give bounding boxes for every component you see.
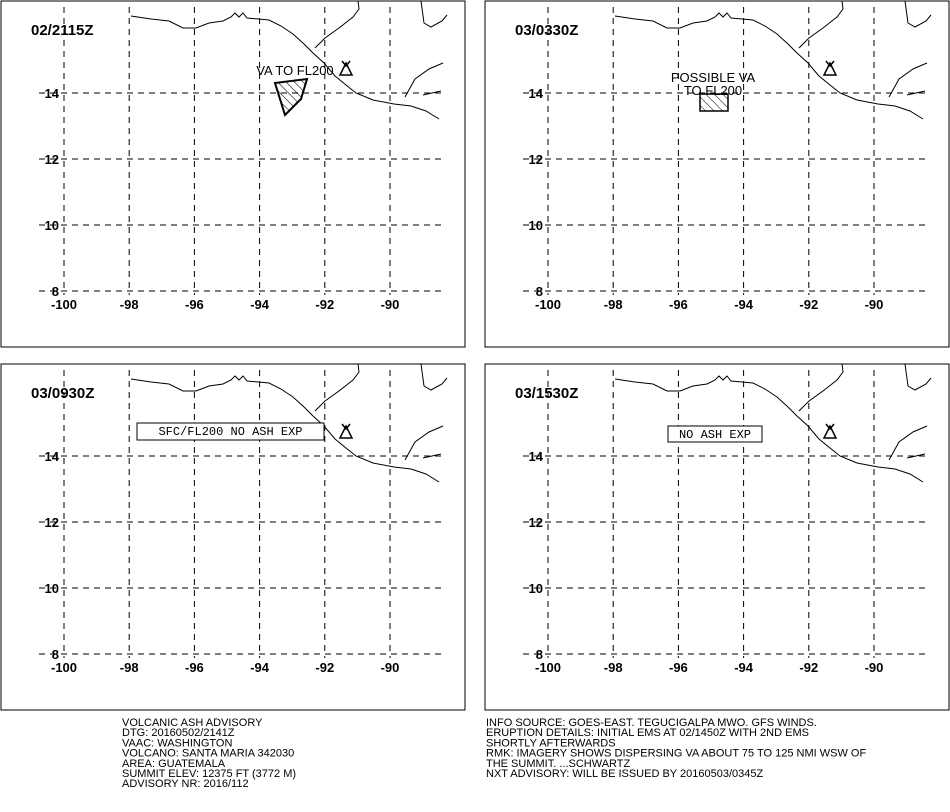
x-tick-label: -94 xyxy=(734,660,754,675)
valid-time: 03/1530Z xyxy=(515,385,578,402)
x-tick-label: -90 xyxy=(381,660,400,675)
x-tick-label: -98 xyxy=(604,297,623,312)
ash-area xyxy=(273,77,309,117)
coastline xyxy=(906,453,926,459)
coastline xyxy=(422,453,442,459)
x-tick-label: -90 xyxy=(381,297,400,312)
valid-time: 02/2115Z xyxy=(31,22,94,39)
x-tick-label: -100 xyxy=(51,660,77,675)
coastline xyxy=(798,363,844,412)
ash-area xyxy=(699,93,729,112)
ash-label: NO ASH EXP xyxy=(679,428,751,442)
footer-line: INFO SOURCE: GOES-EAST. TEGUCIGALPA MWO.… xyxy=(486,717,817,729)
footer-line: VOLCANO: SANTA MARIA 342030 xyxy=(122,748,294,760)
coastline xyxy=(614,375,924,483)
y-tick-label: 12 xyxy=(45,152,59,167)
y-tick-label: 10 xyxy=(45,218,59,233)
x-tick-label: -94 xyxy=(734,297,754,312)
y-tick-label: 10 xyxy=(529,581,543,596)
ash-label: POSSIBLE VA xyxy=(671,70,756,85)
y-tick-label: 8 xyxy=(536,284,543,299)
label-box xyxy=(667,425,763,443)
footer-line: DTG: 20160502/2141Z xyxy=(122,727,235,739)
coastline xyxy=(614,12,924,120)
x-tick-label: -100 xyxy=(535,297,561,312)
y-tick-label: 10 xyxy=(45,581,59,596)
footer-line: AREA: GUATEMALA xyxy=(122,758,226,770)
coastline xyxy=(420,363,448,391)
footer-line: ADVISORY NR: 2016/112 xyxy=(122,778,249,790)
coastline xyxy=(798,0,844,49)
x-tick-label: -96 xyxy=(669,297,688,312)
coastline xyxy=(404,425,444,461)
coastline xyxy=(888,62,928,98)
panel-frame xyxy=(484,0,950,348)
map-panel: -100 -98 -96 -94 -92 -90 8 10 12 14 03/0330Z POSSIB… xyxy=(484,0,950,348)
y-tick-label: 14 xyxy=(529,449,544,464)
ash-label: TO FL200 xyxy=(684,83,742,98)
coastline xyxy=(404,62,444,98)
coastline xyxy=(314,363,360,412)
y-tick-label: 8 xyxy=(52,647,59,662)
x-tick-label: -90 xyxy=(865,660,884,675)
x-tick-label: -94 xyxy=(250,660,270,675)
coastline xyxy=(420,0,448,28)
panel-frame xyxy=(484,363,950,711)
map-panel: -100 -98 -96 -94 -92 -90 8 10 12 14 03/0930Z SFC/FL… xyxy=(0,363,466,711)
footer-line: RMK: IMAGERY SHOWS DISPERSING VA ABOUT 7… xyxy=(486,748,866,760)
footer-line: SHORTLY AFTERWARDS xyxy=(486,737,616,749)
panel-frame xyxy=(0,0,466,348)
y-tick-label: 14 xyxy=(529,86,544,101)
footer-line: SUMMIT ELEV: 12375 FT (3772 M) xyxy=(122,768,296,780)
x-tick-label: -92 xyxy=(315,297,334,312)
x-tick-label: -96 xyxy=(669,660,688,675)
y-tick-label: 8 xyxy=(536,647,543,662)
volcano-icon xyxy=(338,423,354,439)
volcano-icon xyxy=(822,60,838,76)
footer-line: VOLCANIC ASH ADVISORY xyxy=(122,717,263,729)
footer-line: VAAC: WASHINGTON xyxy=(122,737,232,749)
y-tick-label: 10 xyxy=(529,218,543,233)
footer-line: NXT ADVISORY: WILL BE ISSUED BY 20160503… xyxy=(486,768,763,780)
x-tick-label: -94 xyxy=(250,297,270,312)
valid-time: 03/0930Z xyxy=(31,385,94,402)
valid-time: 03/0330Z xyxy=(515,22,578,39)
x-tick-label: -98 xyxy=(604,660,623,675)
coastline xyxy=(906,90,926,96)
volcano-icon xyxy=(338,60,354,76)
map-panel: -100 -98 -96 -94 -92 -90 8 10 12 14 03/1530Z NO ASH… xyxy=(484,363,950,711)
footer-line: ERUPTION DETAILS: INITIAL EMS AT 02/1450… xyxy=(486,727,809,739)
x-tick-label: -90 xyxy=(865,297,884,312)
ash-label: SFC/FL200 NO ASH EXP xyxy=(158,425,302,439)
volcano-icon xyxy=(822,423,838,439)
y-tick-label: 8 xyxy=(52,284,59,299)
y-tick-label: 12 xyxy=(529,515,543,530)
x-tick-label: -96 xyxy=(185,297,204,312)
coastline xyxy=(422,90,442,96)
ash-label: VA TO FL200 xyxy=(256,63,333,78)
y-tick-label: 14 xyxy=(45,449,60,464)
footer-line: THE SUMMIT. ...SCHWARTZ xyxy=(486,758,631,770)
x-tick-label: -96 xyxy=(185,660,204,675)
x-tick-label: -98 xyxy=(120,660,139,675)
x-tick-label: -92 xyxy=(799,297,818,312)
map-panel: -100 -98 -96 -94 -92 -90 8 10 12 14 02/2115Z VA TO … xyxy=(0,0,466,348)
x-tick-label: -98 xyxy=(120,297,139,312)
label-box xyxy=(136,422,325,441)
x-tick-label: -92 xyxy=(799,660,818,675)
y-tick-label: 14 xyxy=(45,86,60,101)
coastline xyxy=(130,12,440,120)
y-tick-label: 12 xyxy=(45,515,59,530)
y-tick-label: 12 xyxy=(529,152,543,167)
x-tick-label: -100 xyxy=(535,660,561,675)
coastline xyxy=(314,0,360,49)
coastline xyxy=(130,375,440,483)
coastline xyxy=(904,0,932,28)
panel-frame xyxy=(0,363,466,711)
coastline xyxy=(888,425,928,461)
coastline xyxy=(904,363,932,391)
x-tick-label: -100 xyxy=(51,297,77,312)
x-tick-label: -92 xyxy=(315,660,334,675)
